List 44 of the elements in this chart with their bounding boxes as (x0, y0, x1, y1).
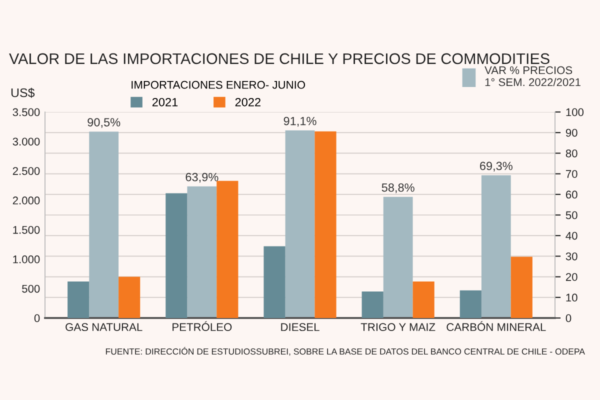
data-label: 69,3% (480, 162, 512, 172)
bar (68, 282, 90, 318)
y-tick-label: 0 (34, 314, 40, 322)
y2-tick-label: 70 (566, 170, 578, 178)
y-tick-label: 2.500 (12, 167, 40, 175)
chart-title: VALOR DE LAS IMPORTACIONES DE CHILE Y PRECIOS DE COMMODITIES (9, 53, 550, 64)
legend-title: IMPORTACIONES ENERO- JUNIO (132, 80, 306, 89)
bar (481, 175, 511, 318)
source-note: FUENTE: DIRECCIÓN DE ESTUDIOSSUBREI, SOBRE LA BASE DE DATOS DEL BANCO CENTRAL DE CHILE - ODEPA (106, 346, 585, 356)
y2-tick-label: 40 (566, 232, 578, 240)
y-tick-label: 1.000 (13, 255, 40, 264)
y2-tick-label: 80 (566, 149, 578, 158)
bar (362, 292, 384, 318)
y2-tick-label: 90 (566, 128, 578, 137)
bar (89, 132, 119, 318)
y2-tick-label: 60 (566, 190, 578, 199)
bar (460, 290, 482, 318)
bar (383, 196, 413, 318)
x-tick-label: CARBÓN MINERAL (446, 321, 546, 332)
x-tick-label: GAS NATURAL (66, 323, 142, 332)
x-tick-label: PETRÓLEO (172, 321, 232, 332)
y-tick-label: 3.500 (12, 108, 40, 116)
data-label: 63,9% (186, 172, 218, 183)
y2-tick-label: 100 (566, 108, 584, 116)
y-tick-label: 2.000 (12, 196, 40, 204)
x-tick-label: DIESEL (281, 323, 320, 332)
y2-tick-label: 50 (566, 211, 578, 220)
y2-tick-label: 10 (566, 294, 578, 302)
y-axis-title: US$ (11, 88, 35, 98)
bar (412, 282, 434, 318)
data-label: 58,8% (382, 183, 414, 194)
y-tick-label: 3.000 (12, 138, 40, 146)
y-tick-label: 1.500 (13, 226, 40, 234)
bar (118, 276, 140, 318)
data-label: 91,1% (284, 116, 316, 127)
legend-label: 2022 (235, 98, 260, 106)
y2-tick-label: 20 (566, 273, 578, 281)
y2-tick-label: 30 (566, 252, 578, 260)
legend-label: VAR % PRECIOS 1° SEM. 2022/2021 (484, 66, 580, 86)
data-label: 90,5% (88, 118, 120, 128)
y2-tick-label: 0 (566, 314, 572, 322)
legend-label: 2021 (152, 98, 178, 106)
x-tick-label: TRIGO Y MAIZ (360, 323, 436, 332)
y-tick-label: 500 (22, 284, 40, 293)
